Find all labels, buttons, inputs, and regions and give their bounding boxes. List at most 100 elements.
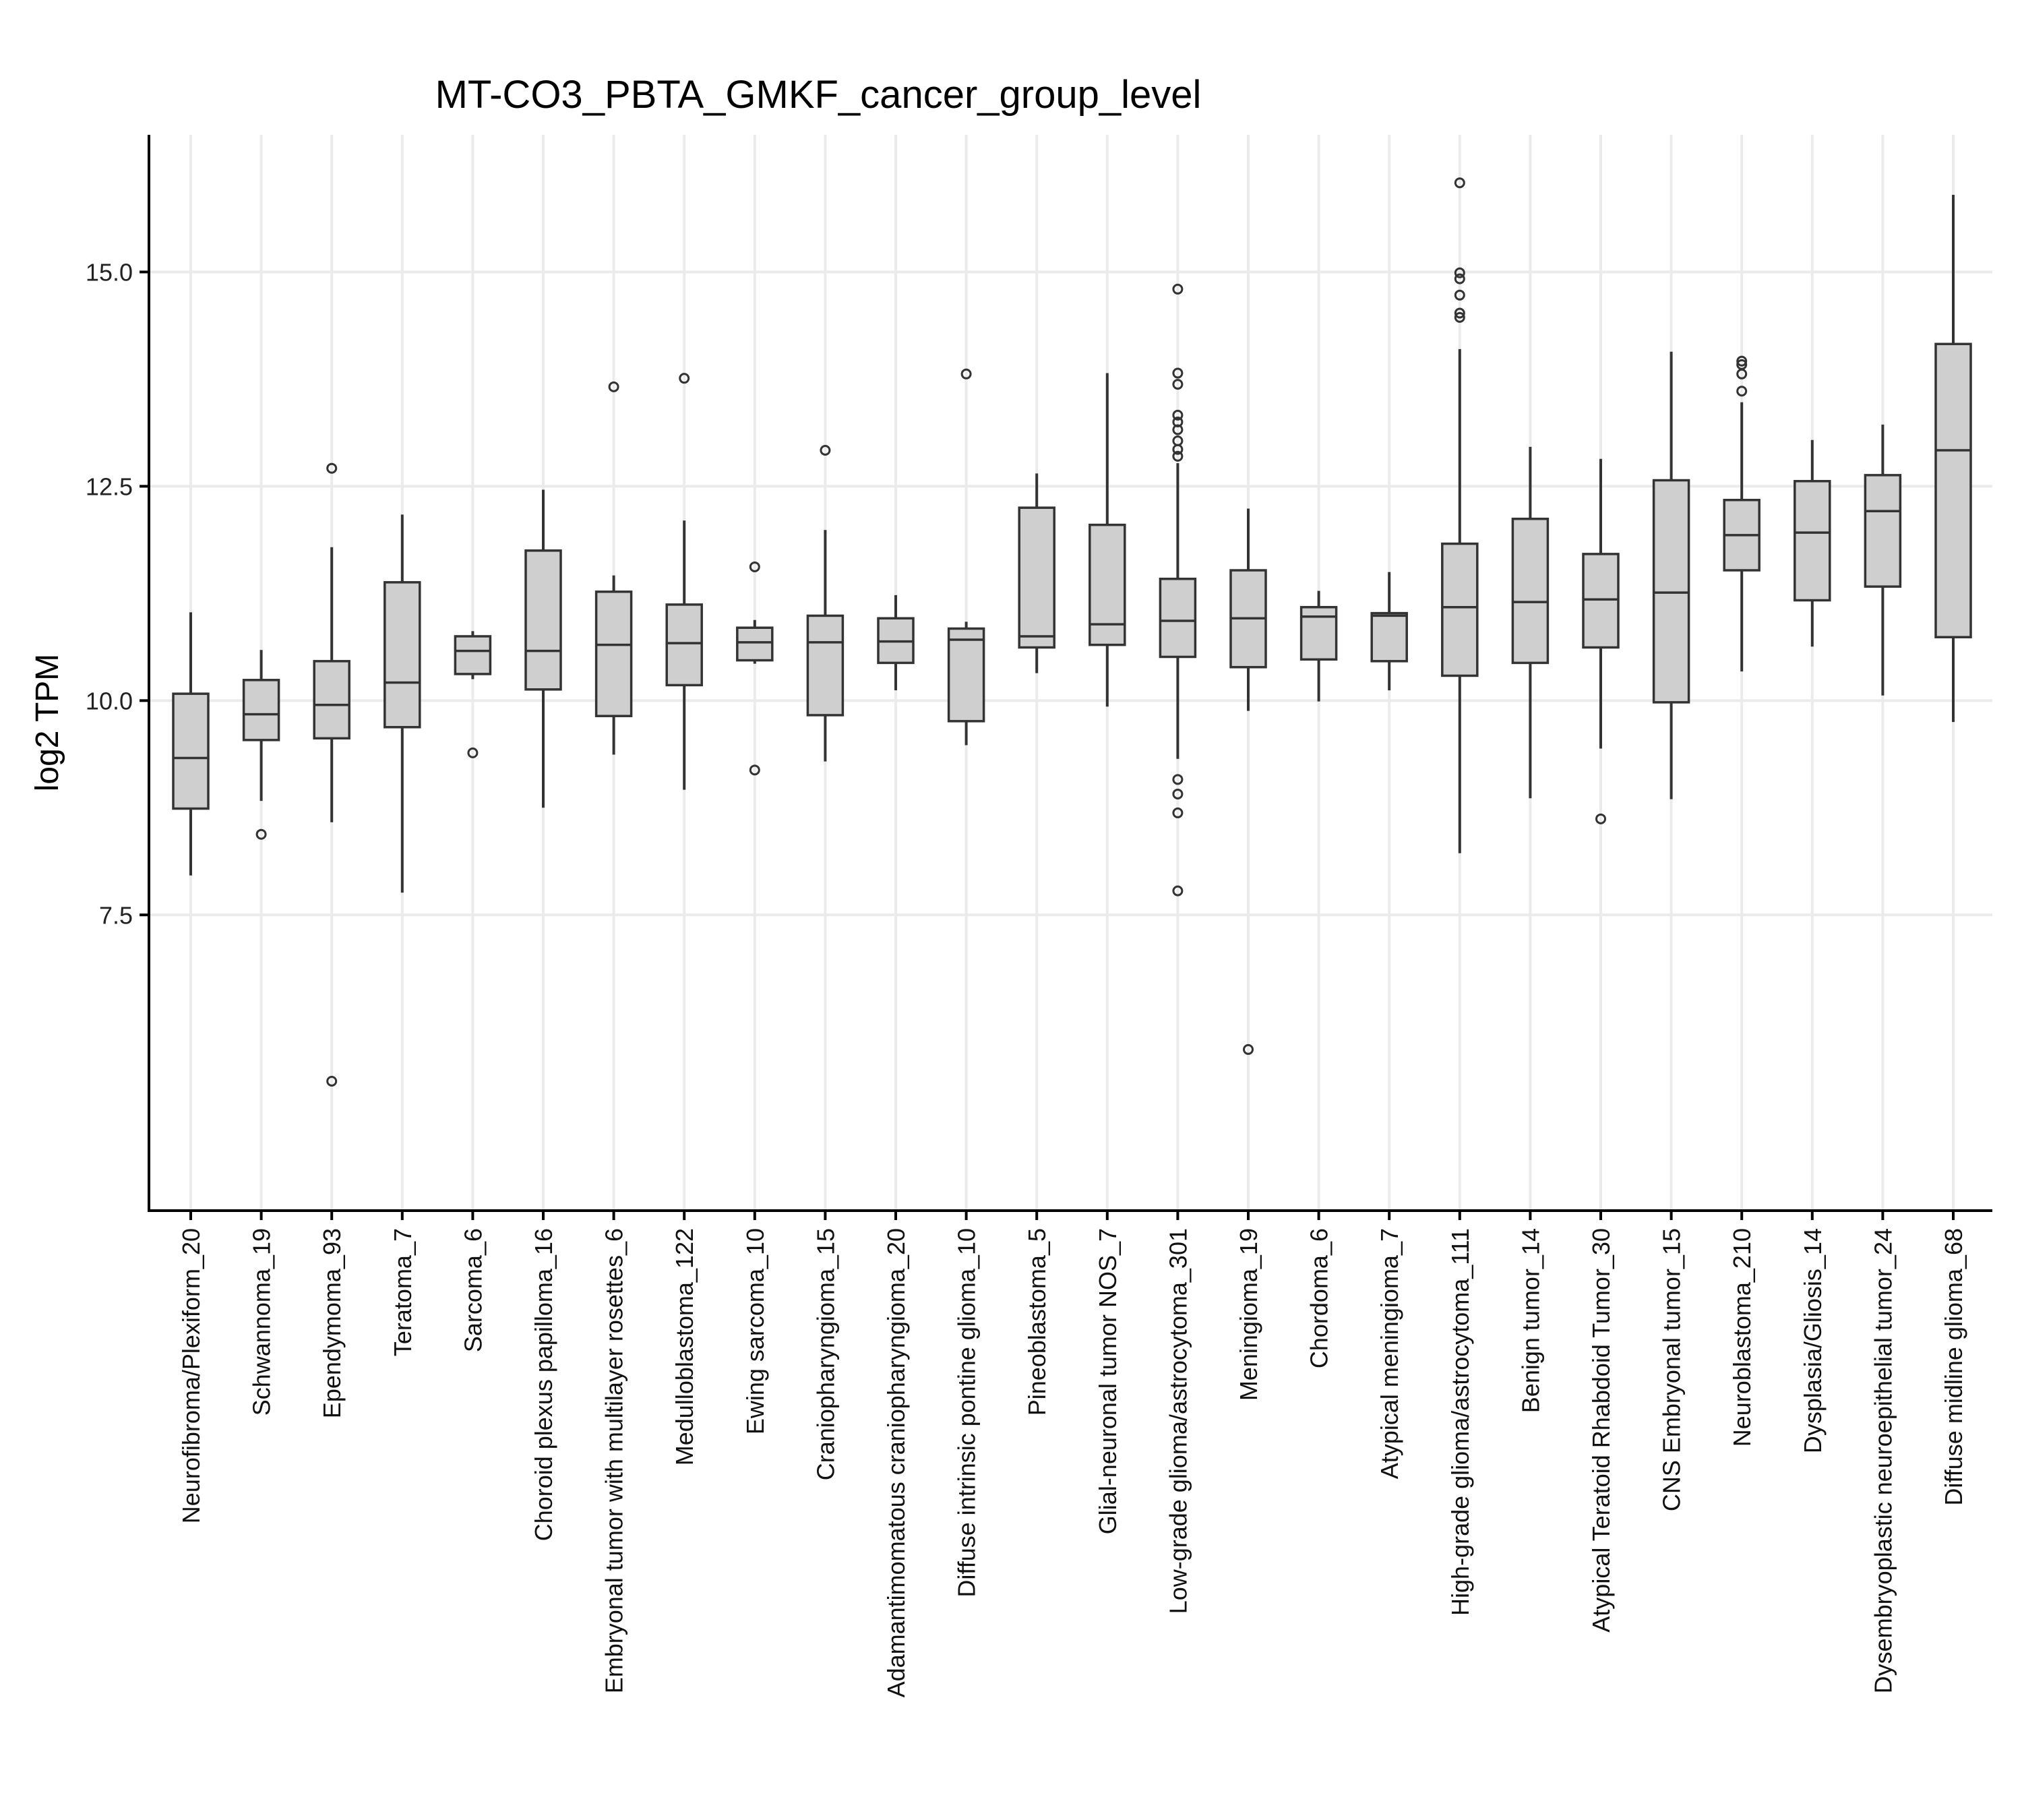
- x-category-label: Neuroblastoma_210: [1728, 1228, 1756, 1447]
- boxes: [172, 177, 1972, 1087]
- outlier-point: [1454, 177, 1465, 189]
- box-iqr: [384, 581, 421, 729]
- box-iqr: [1794, 480, 1831, 602]
- x-category-label: Adamantimomatous craniopharyngioma_20: [882, 1228, 910, 1697]
- outlier-point: [1172, 409, 1184, 421]
- box-group: [1652, 351, 1690, 799]
- box-group: [172, 612, 210, 876]
- outlier-point: [1736, 368, 1748, 380]
- y-tick-label: 12.5: [86, 473, 133, 500]
- box-group: [1723, 355, 1760, 672]
- box-group: [1441, 177, 1479, 853]
- x-category-label: Choroid plexus papilloma_16: [530, 1228, 557, 1541]
- box-iqr: [736, 626, 774, 662]
- box-iqr: [665, 603, 703, 687]
- y-tick-label: 7.5: [99, 901, 133, 929]
- outlier-point: [326, 1075, 338, 1087]
- box-group: [1511, 446, 1550, 799]
- x-axis-category-labels: Neurofibroma/Plexiform_20 Schwannoma_19 Ep…: [177, 1228, 1967, 1697]
- box-group: [1018, 473, 1055, 673]
- box-group: [242, 650, 280, 840]
- outlier-point: [1454, 307, 1465, 319]
- box-iqr: [1864, 474, 1902, 588]
- outlier-point: [1454, 289, 1465, 301]
- x-category-label: Sarcoma_6: [459, 1228, 487, 1352]
- outlier-point: [1172, 450, 1184, 462]
- x-category-label: Ependymoma_93: [318, 1228, 346, 1418]
- box-group: [1934, 195, 1972, 723]
- x-category-label: Pineoblastoma_5: [1023, 1228, 1051, 1416]
- outlier-point: [1454, 267, 1465, 278]
- outlier-point: [1172, 379, 1184, 390]
- outlier-point: [1243, 1043, 1254, 1055]
- outlier-point: [1595, 813, 1606, 824]
- box-iqr: [947, 627, 985, 723]
- outlier-point: [1172, 367, 1184, 379]
- box-iqr: [594, 590, 633, 717]
- box-group: [947, 368, 985, 746]
- box-group: [665, 373, 703, 790]
- outlier-point: [820, 444, 831, 456]
- outlier-point: [1172, 424, 1184, 435]
- outlier-point: [960, 368, 972, 380]
- x-category-label: Schwannoma_19: [248, 1228, 276, 1416]
- x-category-label: Diffuse midline glioma_68: [1940, 1228, 1967, 1506]
- x-category-label: Glial-neuronal tumor NOS_7: [1094, 1228, 1122, 1534]
- x-category-label: High-grade glioma/astrocytoma_111: [1446, 1228, 1474, 1616]
- x-category-label: Meningioma_19: [1235, 1228, 1262, 1401]
- outlier-point: [1172, 774, 1184, 785]
- box-iqr: [313, 660, 350, 740]
- box-group: [384, 514, 421, 893]
- y-axis-label: log2 TPM: [30, 654, 65, 792]
- box-group: [594, 381, 633, 755]
- outlier-point: [1172, 788, 1184, 799]
- box-iqr: [1652, 479, 1690, 704]
- outlier-point: [749, 561, 760, 572]
- outlier-point: [467, 747, 479, 758]
- box-group: [454, 631, 492, 758]
- outlier-point: [1736, 355, 1748, 367]
- chart-title: MT-CO3_PBTA_GMKF_cancer_group_level: [435, 73, 1202, 117]
- y-tick-label: 15.0: [86, 258, 133, 286]
- box-group: [1370, 572, 1408, 691]
- outlier-point: [1172, 417, 1184, 428]
- gridlines: [149, 135, 1992, 1211]
- x-category-label: Chordoma_6: [1306, 1228, 1333, 1368]
- x-category-label: Embryonal tumor with multilayer rosettes…: [601, 1228, 628, 1693]
- box-group: [877, 595, 915, 691]
- box-iqr: [1934, 342, 1972, 638]
- outlier-point: [1172, 283, 1184, 295]
- box-group: [1229, 508, 1267, 1055]
- x-category-label: CNS Embryonal tumor_15: [1658, 1228, 1686, 1511]
- outlier-point: [255, 828, 267, 840]
- x-category-label: Low-grade glioma/astrocytoma_301: [1164, 1228, 1192, 1614]
- box-iqr: [1441, 542, 1479, 677]
- box-group: [1159, 283, 1197, 897]
- box-iqr: [806, 614, 845, 717]
- box-iqr: [1511, 517, 1550, 665]
- x-category-label: Dysplasia/Gliosis_14: [1799, 1228, 1827, 1453]
- box-iqr: [1370, 611, 1408, 663]
- box-group: [524, 489, 562, 808]
- outlier-point: [1172, 885, 1184, 897]
- box-group: [736, 561, 774, 776]
- box-group: [1582, 458, 1620, 824]
- box-group: [806, 444, 845, 762]
- box-iqr: [454, 635, 492, 675]
- box-iqr: [1299, 605, 1338, 661]
- outlier-point: [1736, 386, 1748, 397]
- x-category-label: Dysembryoplastic neuroepithelial tumor_2…: [1869, 1228, 1897, 1693]
- box-iqr: [1089, 523, 1126, 646]
- box-iqr: [1582, 553, 1620, 649]
- x-category-label: Craniopharyngioma_15: [811, 1228, 839, 1480]
- x-category-label: Atypical Teratoid Rhabdoid Tumor_30: [1587, 1228, 1615, 1633]
- box-iqr: [1018, 506, 1055, 649]
- x-category-label: Medulloblastoma_122: [671, 1228, 698, 1465]
- outlier-point: [1454, 273, 1465, 284]
- box-group: [1299, 590, 1338, 702]
- outlier-point: [608, 381, 619, 392]
- x-category-label: Neurofibroma/Plexiform_20: [177, 1228, 205, 1523]
- y-axis-ticks: 7.5 10.0 12.5 15.0: [86, 258, 1955, 1220]
- x-category-label: Ewing sarcoma_10: [741, 1228, 769, 1434]
